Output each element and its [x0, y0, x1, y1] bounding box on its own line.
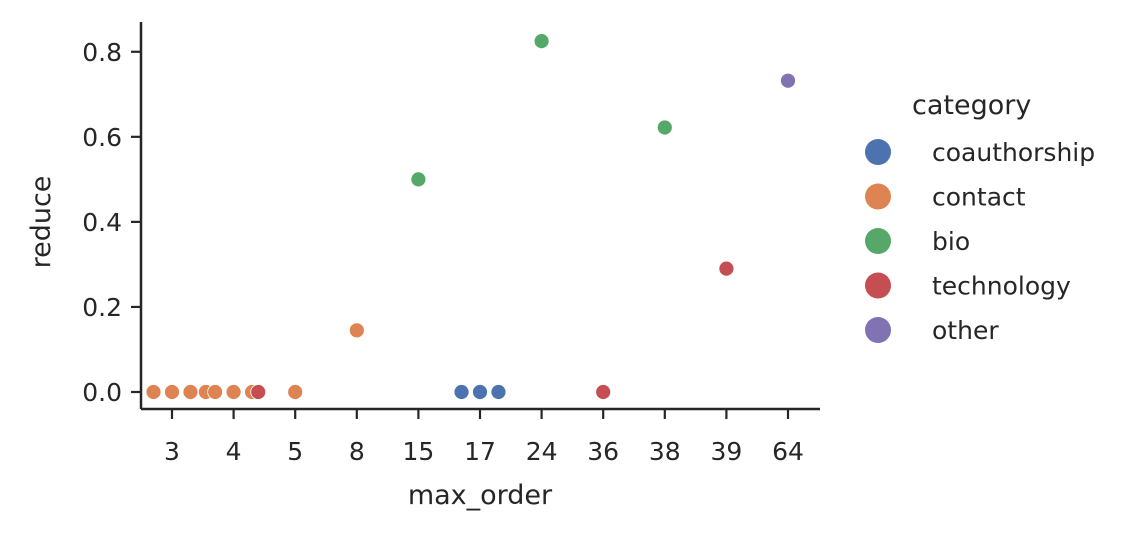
y-ticks: 0.0 0.2 0.4 0.6 0.8 — [82, 38, 141, 407]
legend-label-other: other — [932, 316, 999, 345]
x-tick-label: 39 — [710, 437, 742, 466]
data-point-coauthorship — [472, 384, 488, 400]
x-tick-label: 4 — [226, 437, 242, 466]
legend-marker-coauthorship — [865, 139, 891, 165]
data-point-bio — [656, 119, 673, 136]
data-point-contact — [182, 384, 199, 400]
legend-marker-other — [865, 317, 891, 343]
y-tick-label: 0.4 — [82, 208, 122, 237]
y-tick-label: 0.8 — [82, 38, 122, 67]
x-tick-label: 64 — [772, 437, 804, 466]
legend-marker-technology — [865, 272, 891, 299]
data-points — [145, 33, 796, 400]
y-tick-label: 0.2 — [82, 293, 122, 322]
legend-marker-bio — [865, 228, 891, 254]
data-point-contact — [207, 384, 224, 400]
y-tick-label: 0.6 — [82, 123, 122, 152]
x-tick-label: 17 — [464, 437, 496, 466]
data-point-technology — [718, 260, 735, 277]
axes — [139, 22, 820, 411]
y-axis-label: reduce — [26, 176, 57, 269]
x-ticks: 3 4 5 8 15 17 24 36 38 39 64 — [164, 409, 804, 466]
data-point-contact — [164, 384, 180, 400]
legend-label-bio: bio — [932, 227, 970, 256]
legend: category coauthorship contact bio technolog… — [865, 90, 1095, 345]
x-tick-label: 5 — [287, 437, 303, 466]
x-tick-label: 8 — [349, 437, 365, 466]
data-point-contact — [348, 322, 365, 339]
data-point-coauthorship — [490, 384, 507, 400]
legend-label-technology: technology — [932, 272, 1071, 301]
data-point-bio — [533, 33, 550, 50]
legend-label-coauthorship: coauthorship — [932, 138, 1095, 167]
data-point-contact — [287, 384, 304, 400]
data-point-technology — [250, 384, 267, 400]
x-tick-label: 15 — [402, 437, 434, 466]
x-tick-label: 3 — [164, 437, 180, 466]
data-point-contact — [145, 384, 162, 400]
x-axis-label: max_order — [408, 480, 553, 511]
data-point-contact — [225, 384, 242, 400]
y-tick-label: 0.0 — [82, 378, 122, 407]
legend-title: category — [912, 90, 1031, 121]
data-point-technology — [595, 384, 612, 400]
x-tick-label: 24 — [526, 437, 558, 466]
x-tick-label: 36 — [587, 437, 619, 466]
data-point-bio — [410, 171, 427, 188]
data-point-other — [780, 72, 796, 89]
data-point-coauthorship — [453, 384, 470, 400]
legend-label-contact: contact — [932, 183, 1026, 212]
x-tick-label: 38 — [649, 437, 681, 466]
legend-marker-contact — [865, 183, 891, 210]
